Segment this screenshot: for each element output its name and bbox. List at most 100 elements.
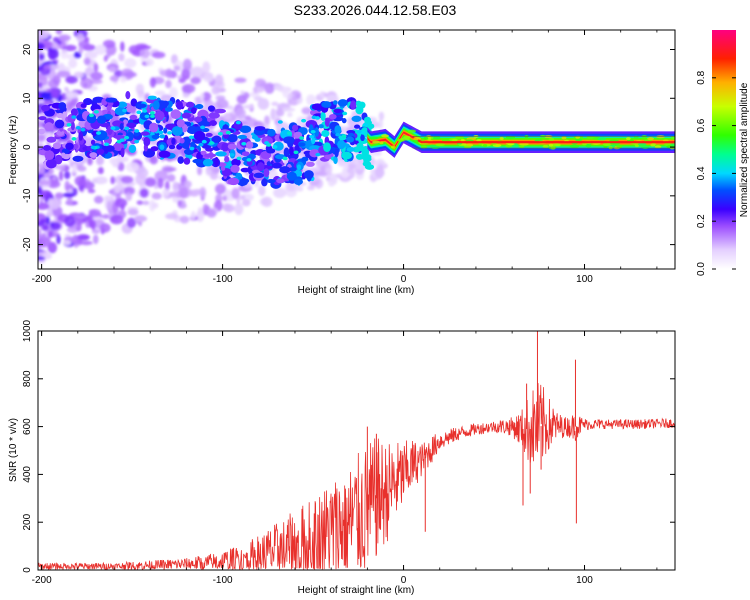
spectrogram-band-mottle xyxy=(670,143,675,147)
spectrogram-noise-blob xyxy=(64,86,69,92)
spectrogram-band-mottle xyxy=(390,145,396,149)
spectrogram-ridge-blob xyxy=(329,114,337,120)
spectrogram-band-mottle xyxy=(430,146,441,150)
spectrogram-y-tick-label: -10 xyxy=(22,188,33,203)
spectrogram-ridge-blob xyxy=(314,127,319,138)
spectrogram-peak-blob xyxy=(236,156,242,161)
spectrogram-peak-blob xyxy=(198,142,204,147)
spectrogram-ridge-blob xyxy=(58,102,67,110)
spectrogram-noise-blob xyxy=(125,161,140,173)
spectrogram-noise-blob xyxy=(257,98,270,110)
spectrogram-ridge-blob xyxy=(241,151,250,157)
spectrogram-y-tick-label: -20 xyxy=(22,237,33,252)
spectrogram-noise-blob xyxy=(181,68,191,80)
spectrogram-peak-blob xyxy=(134,129,140,133)
spectrogram-ridge-blob xyxy=(154,110,165,121)
spectrogram-noise-blob xyxy=(162,188,170,197)
spectrogram-ridge-blob xyxy=(46,136,57,143)
spectrogram-noise-blob xyxy=(83,57,91,65)
spectrogram-ridge-blob xyxy=(126,122,137,129)
spectrogram-noise-blob xyxy=(337,159,346,167)
spectrogram-noise-blob xyxy=(38,194,41,205)
spectrogram-noise-blob xyxy=(73,51,82,59)
spectrogram-peak-blob xyxy=(124,135,130,140)
spectrogram-ridge-blob xyxy=(214,108,226,114)
spectrogram-band-mottle xyxy=(460,138,465,142)
spectrogram-noise-blob xyxy=(90,71,103,81)
spectrogram-noise-blob xyxy=(119,76,127,83)
spectrogram-noise-blob xyxy=(202,72,214,83)
snr-y-tick-label: 600 xyxy=(22,418,33,435)
spectrogram-peak-blob xyxy=(362,122,368,127)
spectrogram-ridge xyxy=(38,91,375,189)
spectrogram-ridge-blob xyxy=(182,142,190,149)
spectrogram-ridge-blob xyxy=(52,142,62,150)
colorbar-gradient xyxy=(712,30,736,269)
spectrogram-noise-blob xyxy=(103,56,108,62)
spectrogram-ridge-blob xyxy=(240,167,250,173)
spectrogram-ridge-blob xyxy=(305,120,318,129)
spectrogram-peak-blob xyxy=(66,122,72,127)
spectrogram-ridge-blob xyxy=(292,124,299,132)
spectrogram-ridge-blob xyxy=(271,162,283,169)
spectrogram-noise-blob xyxy=(109,214,124,225)
spectrogram-noise-blob xyxy=(151,51,166,59)
spectrogram-peak-blob xyxy=(71,137,77,141)
spectrogram-noise-blob xyxy=(114,198,128,208)
spectrogram-noise-blob xyxy=(99,223,111,233)
spectrogram-band-mottle xyxy=(602,143,612,147)
spectrogram-band-mottle xyxy=(381,134,389,138)
spectrogram-noise-blob xyxy=(114,70,123,78)
spectrogram-noise-blob xyxy=(43,64,52,70)
spectrogram-ridge-blob xyxy=(346,146,356,152)
spectrogram-noise-blob xyxy=(201,91,212,101)
spectrogram-ridge-blob xyxy=(355,153,364,160)
spectrogram-noise-blob xyxy=(235,107,246,120)
spectrogram-peak-blob xyxy=(88,113,94,118)
spectrogram-ridge-blob xyxy=(106,104,112,112)
spectrogram-noise-blob xyxy=(165,213,179,220)
spectrogram-noise-blob xyxy=(91,177,98,184)
spectrogram-x-label: Height of straight line (km) xyxy=(298,285,415,296)
spectrogram-ridge-blob xyxy=(266,148,276,154)
spectrogram-noise-blob xyxy=(38,82,43,89)
spectrogram-marks xyxy=(38,30,675,264)
spectrogram-noise-blob xyxy=(169,87,178,99)
spectrogram-noise-blob xyxy=(38,30,50,39)
spectrogram-peak-blob xyxy=(142,109,148,113)
spectrogram-noise-blob xyxy=(135,43,148,50)
spectrogram-noise-blob xyxy=(319,165,326,174)
spectrogram-peak-blob xyxy=(235,120,241,125)
spectrogram-noise-blob xyxy=(284,183,299,192)
spectrogram-ridge-blob xyxy=(190,107,197,114)
spectrogram-peak-blob xyxy=(110,126,116,130)
spectrogram-noise-blob xyxy=(145,58,154,67)
spectrogram-noise-blob xyxy=(378,118,384,130)
spectrogram-ridge-blob xyxy=(197,109,209,120)
spectrogram-noise-blob xyxy=(52,75,61,85)
spectrogram-peak-blob xyxy=(75,125,81,130)
spectrogram-noise-blob xyxy=(120,175,134,184)
snr-y-tick-label: 800 xyxy=(22,370,33,387)
spectrogram-band xyxy=(367,121,675,158)
spectrogram-noise-blob xyxy=(64,215,76,227)
spectrogram-noise-blob xyxy=(181,83,196,94)
spectrogram-ridge-blob xyxy=(164,107,173,112)
spectrogram-band-mottle xyxy=(656,135,665,139)
spectrogram-ridge-blob xyxy=(227,143,237,150)
spectrogram-noise-blob xyxy=(273,187,287,199)
spectrogram-band-mottle xyxy=(548,137,555,141)
spectrogram-peak-blob xyxy=(293,150,299,155)
spectrogram-noise-blob xyxy=(66,197,73,206)
spectrogram-peak-blob xyxy=(80,127,86,132)
spectrogram-noise-blob xyxy=(190,66,205,79)
spectrogram-noise-blob xyxy=(55,164,66,171)
spectrogram-noise-blob xyxy=(58,34,71,42)
spectrogram-ridge-blob xyxy=(234,172,242,178)
spectrogram-noise-blob xyxy=(74,175,86,187)
spectrogram-ridge-blob xyxy=(113,134,126,140)
spectrogram-noise-blob xyxy=(50,88,60,99)
spectrogram-ridge-blob xyxy=(263,168,270,178)
spectrogram-x-tick-label: -200 xyxy=(32,274,52,285)
spectrogram-noise-blob xyxy=(84,50,98,60)
